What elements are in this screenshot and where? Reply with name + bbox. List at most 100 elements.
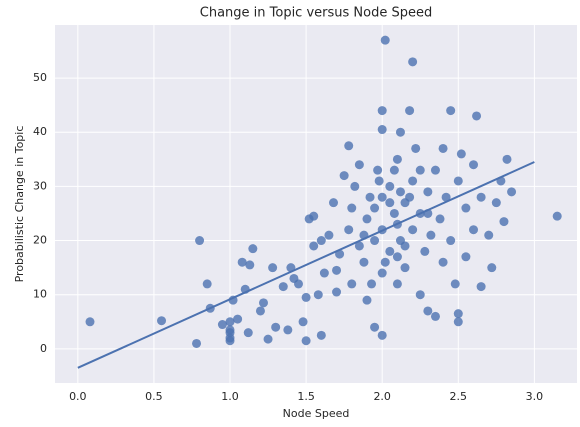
- point: [85, 317, 95, 327]
- point: [350, 181, 360, 191]
- point: [392, 279, 402, 289]
- point: [392, 154, 402, 164]
- point: [370, 236, 380, 246]
- point: [344, 141, 354, 151]
- y-tick-label: 20: [33, 234, 47, 247]
- point: [301, 292, 311, 302]
- point: [385, 181, 395, 191]
- point: [446, 236, 456, 246]
- point: [389, 208, 399, 218]
- point: [313, 290, 323, 300]
- point: [423, 187, 433, 197]
- point: [365, 192, 375, 202]
- point: [491, 198, 501, 208]
- point: [405, 192, 415, 202]
- point: [415, 165, 425, 175]
- point: [377, 268, 387, 278]
- point: [319, 268, 329, 278]
- point: [430, 311, 440, 321]
- point: [377, 106, 387, 116]
- point: [438, 143, 448, 153]
- point: [316, 236, 326, 246]
- point: [263, 334, 273, 344]
- point: [370, 203, 380, 213]
- point: [332, 287, 342, 297]
- point: [411, 143, 421, 153]
- point: [423, 306, 433, 316]
- y-axis-label: Probabilistic Change in Topic: [13, 126, 26, 283]
- point: [476, 192, 486, 202]
- point: [202, 279, 212, 289]
- point: [339, 171, 349, 181]
- point: [283, 325, 293, 335]
- point: [309, 211, 319, 221]
- point: [268, 263, 278, 273]
- y-tick-label: 40: [33, 125, 47, 138]
- point: [258, 298, 268, 308]
- x-axis-label: Node Speed: [283, 407, 350, 420]
- point: [426, 230, 436, 240]
- point: [354, 160, 364, 170]
- point: [453, 176, 463, 186]
- y-tick-label: 30: [33, 179, 47, 192]
- point: [332, 265, 342, 275]
- point: [400, 263, 410, 273]
- x-tick-label: 1.0: [221, 390, 239, 403]
- point: [237, 257, 247, 267]
- point: [395, 127, 405, 137]
- point: [476, 282, 486, 292]
- point: [233, 314, 243, 324]
- point: [487, 263, 497, 273]
- point: [373, 165, 383, 175]
- point: [362, 295, 372, 305]
- point: [359, 257, 369, 267]
- x-tick-label: 1.5: [297, 390, 315, 403]
- point: [248, 244, 258, 254]
- point: [329, 198, 339, 208]
- point: [461, 203, 471, 213]
- point: [408, 225, 418, 235]
- point: [461, 252, 471, 262]
- point: [377, 125, 387, 135]
- point: [415, 290, 425, 300]
- fit-line: [77, 161, 535, 369]
- point: [430, 165, 440, 175]
- x-tick-label: 3.0: [526, 390, 544, 403]
- point: [255, 306, 265, 316]
- point: [438, 257, 448, 267]
- point: [217, 320, 227, 330]
- point: [469, 160, 479, 170]
- point: [324, 230, 334, 240]
- y-tick-label: 10: [33, 288, 47, 301]
- point: [380, 257, 390, 267]
- y-tick-label: 50: [33, 71, 47, 84]
- point: [395, 187, 405, 197]
- x-tick-label: 0.5: [145, 390, 163, 403]
- point: [453, 309, 463, 319]
- point: [499, 217, 509, 227]
- point: [408, 176, 418, 186]
- point: [344, 225, 354, 235]
- point: [377, 330, 387, 340]
- chart-title: Change in Topic versus Node Speed: [200, 6, 432, 21]
- point: [456, 149, 466, 159]
- point: [385, 246, 395, 256]
- point: [374, 176, 384, 186]
- point: [195, 236, 205, 246]
- point: [347, 203, 357, 213]
- x-tick-label: 2.0: [373, 390, 391, 403]
- point: [316, 330, 326, 340]
- point: [380, 35, 390, 45]
- point: [400, 241, 410, 251]
- x-tick-label: 0.0: [69, 390, 87, 403]
- point: [301, 336, 311, 346]
- point: [293, 279, 303, 289]
- point: [157, 316, 167, 326]
- point: [420, 246, 430, 256]
- point: [453, 317, 463, 327]
- point: [484, 230, 494, 240]
- point: [367, 279, 377, 289]
- point: [271, 322, 281, 332]
- point: [389, 165, 399, 175]
